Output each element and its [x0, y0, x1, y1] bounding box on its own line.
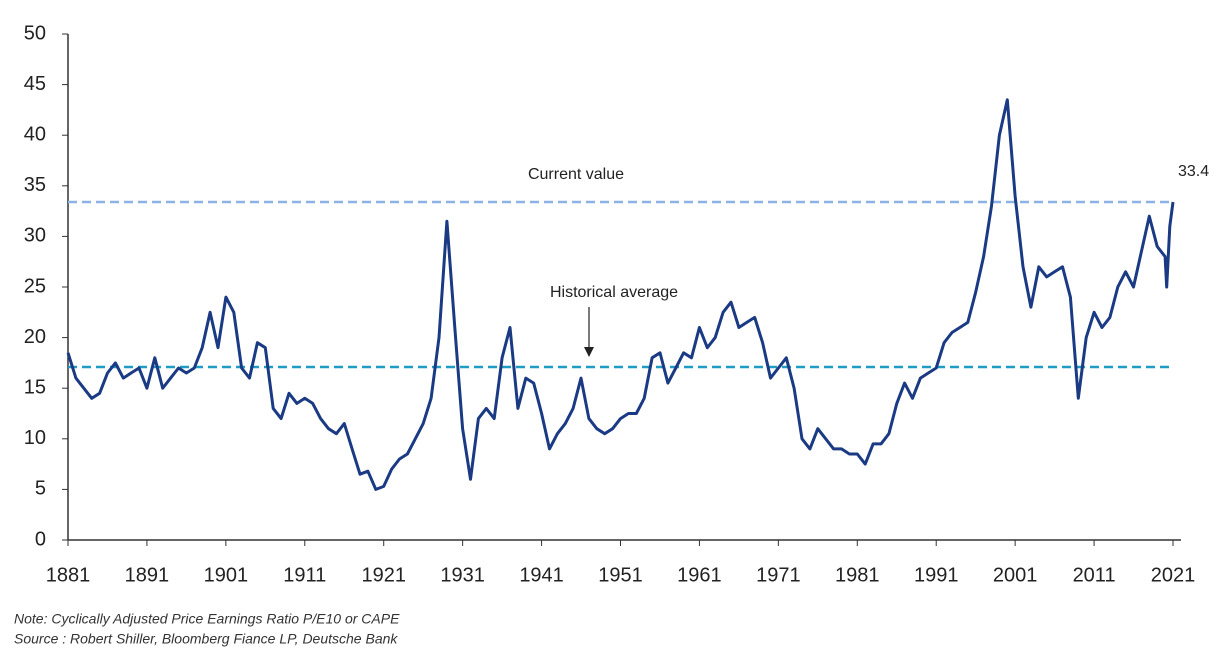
- source: Source : Robert Shiller, Bloomberg Fianc…: [14, 631, 398, 647]
- reference-value-label: 33.4: [1178, 163, 1209, 180]
- reference-label: Current value: [528, 166, 624, 183]
- y-tick-label: 40: [24, 123, 46, 145]
- x-tick-label: 1891: [125, 564, 170, 586]
- x-tick-label: 1921: [361, 564, 406, 586]
- x-tick-label: 2001: [993, 564, 1038, 586]
- x-tick-label: 1911: [283, 564, 326, 586]
- note: Note: Cyclically Adjusted Price Earnings…: [14, 611, 400, 627]
- x-tick-label: 1881: [46, 564, 91, 586]
- x-tick-label: 1901: [204, 564, 249, 586]
- y-tick-label: 5: [35, 478, 46, 500]
- y-tick-label: 30: [24, 225, 46, 247]
- y-tick-label: 35: [24, 174, 46, 196]
- annotation-arrowhead: [584, 346, 594, 357]
- y-tick-label: 45: [24, 73, 46, 95]
- x-tick-label: 1941: [519, 564, 564, 586]
- y-tick-label: 25: [24, 275, 46, 297]
- y-tick-label: 10: [24, 427, 46, 449]
- y-tick-label: 15: [24, 376, 46, 398]
- x-tick-label: 1951: [598, 564, 643, 586]
- x-tick-label: 2011: [1073, 564, 1116, 586]
- reference-label: Historical average: [550, 284, 678, 301]
- y-tick-label: 20: [24, 326, 46, 348]
- y-tick-label: 50: [24, 22, 46, 44]
- x-tick-label: 2021: [1151, 564, 1196, 586]
- x-tick-label: 1971: [756, 564, 801, 586]
- x-tick-label: 1931: [440, 564, 485, 586]
- x-tick-label: 1991: [914, 564, 959, 586]
- x-tick-label: 1961: [677, 564, 722, 586]
- data-line: [66, 98, 1175, 491]
- y-tick-label: 0: [35, 528, 46, 550]
- x-tick-label: 1981: [835, 564, 880, 586]
